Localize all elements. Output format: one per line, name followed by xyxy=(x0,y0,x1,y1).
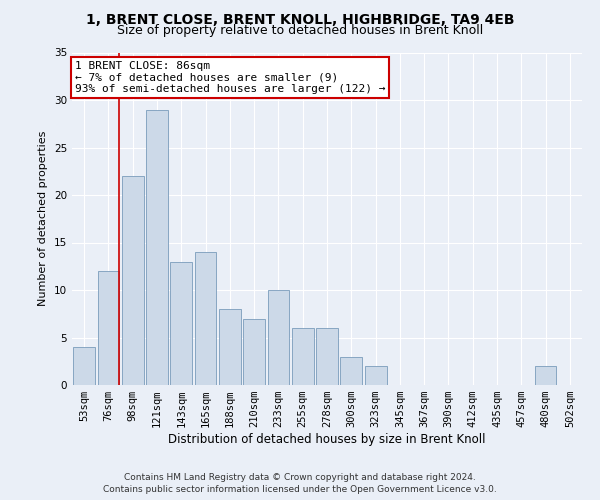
Bar xyxy=(535,366,556,385)
Bar xyxy=(340,356,362,385)
X-axis label: Distribution of detached houses by size in Brent Knoll: Distribution of detached houses by size … xyxy=(168,433,486,446)
Bar xyxy=(97,271,119,385)
Bar xyxy=(268,290,289,385)
Bar xyxy=(122,176,143,385)
Text: 1, BRENT CLOSE, BRENT KNOLL, HIGHBRIDGE, TA9 4EB: 1, BRENT CLOSE, BRENT KNOLL, HIGHBRIDGE,… xyxy=(86,12,514,26)
Bar xyxy=(170,262,192,385)
Bar xyxy=(365,366,386,385)
Bar xyxy=(243,318,265,385)
Bar xyxy=(292,328,314,385)
Bar xyxy=(146,110,168,385)
Bar xyxy=(194,252,217,385)
Bar xyxy=(219,309,241,385)
Bar xyxy=(73,347,95,385)
Y-axis label: Number of detached properties: Number of detached properties xyxy=(38,131,49,306)
Text: Size of property relative to detached houses in Brent Knoll: Size of property relative to detached ho… xyxy=(117,24,483,37)
Text: 1 BRENT CLOSE: 86sqm
← 7% of detached houses are smaller (9)
93% of semi-detache: 1 BRENT CLOSE: 86sqm ← 7% of detached ho… xyxy=(74,61,385,94)
Text: Contains HM Land Registry data © Crown copyright and database right 2024.
Contai: Contains HM Land Registry data © Crown c… xyxy=(103,472,497,494)
Bar xyxy=(316,328,338,385)
